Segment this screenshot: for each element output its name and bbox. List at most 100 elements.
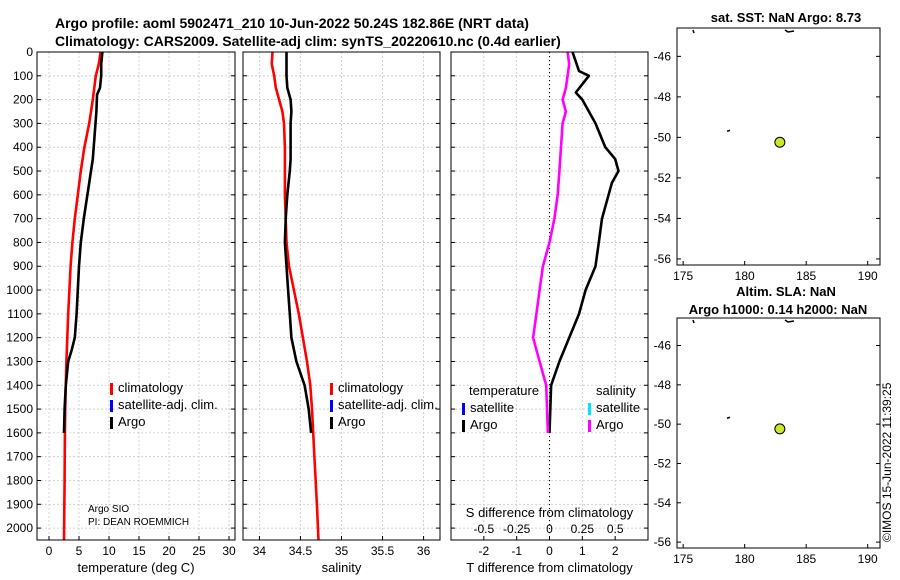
series-line-argo <box>283 52 313 434</box>
y-tick-label: -52 <box>654 171 672 185</box>
x-tick-label: 35 <box>335 544 349 558</box>
legend-label: climatology <box>338 380 404 395</box>
x-tick-label: 10 <box>102 544 116 558</box>
coastline-fragment <box>726 129 731 133</box>
y-tick-label: -56 <box>654 252 672 266</box>
legend-label: satellite-adj. clim. <box>118 397 218 412</box>
y-tick-label: -52 <box>654 456 672 470</box>
y-tick-label: 400 <box>13 140 33 154</box>
legend-swatch <box>588 420 591 432</box>
top-tick-label: -0.25 <box>503 522 531 536</box>
coastline-fragment <box>692 319 695 324</box>
y-tick-label: 0 <box>26 45 33 59</box>
map-sst-panel: sat. SST: NaN Argo: 8.73 -46 -48 -50 -52 -54 -… <box>654 10 881 283</box>
top-axis-label: S difference from climatology <box>466 505 634 520</box>
x-tick-label: 0 <box>46 544 53 558</box>
legend-label: Argo <box>338 414 365 429</box>
coastline-fragment <box>784 319 795 323</box>
y-tick-label: 500 <box>13 164 33 178</box>
legend-swatch <box>110 417 113 429</box>
legend-label: climatology <box>118 380 184 395</box>
salinity-panel: 34 34.5 35 35.5 36 salinity climatology satelli… <box>242 51 441 575</box>
legend-title: salinity <box>596 383 636 398</box>
x-tick-label: 34.5 <box>289 544 313 558</box>
y-tick-label: 1000 <box>6 283 33 297</box>
map-title: Altim. SLA: NaN <box>736 284 836 299</box>
legend-swatch <box>462 420 465 432</box>
legend-swatch <box>462 403 465 415</box>
map-subtitle: Argo h1000: 0.14 h2000: NaN <box>689 302 867 317</box>
top-tick-label: -0.5 <box>473 522 494 536</box>
annotation-text: PI: DEAN ROEMMICH <box>88 517 189 528</box>
y-tick-label: -48 <box>654 378 672 392</box>
y-tick-label: 800 <box>13 235 33 249</box>
top-tick-label: 0 <box>546 522 553 536</box>
legend-swatch <box>110 400 113 412</box>
x-tick-label: 36 <box>417 544 431 558</box>
y-tick-label: 1200 <box>6 331 33 345</box>
y-tick-label: -50 <box>654 130 672 144</box>
legend-swatch <box>330 417 333 429</box>
series-line-s-difference-argo <box>531 51 571 433</box>
x-tick-label: 20 <box>162 544 176 558</box>
x-axis-label: temperature (deg C) <box>77 560 194 575</box>
series-line-t-difference-argo <box>548 51 620 433</box>
x-tick-label: 180 <box>735 552 755 566</box>
map-sla-panel: Altim. SLA: NaN Argo h1000: 0.14 h2000: N… <box>654 284 881 566</box>
y-tick-label: -46 <box>654 339 672 353</box>
y-tick-label: -56 <box>654 535 672 549</box>
temperature-panel: 0 5 10 15 20 25 30 temperature (deg C) 0 100 200 30… <box>6 45 236 575</box>
y-tick-label: 300 <box>13 116 33 130</box>
x-tick-label: 2 <box>612 544 619 558</box>
y-tick-label: 2000 <box>6 521 33 535</box>
legend-title: temperature <box>469 383 539 398</box>
legend-label: satellite-adj. clim. <box>338 397 438 412</box>
y-tick-label: -54 <box>654 496 672 510</box>
map-frame <box>676 27 881 266</box>
x-tick-label: 185 <box>796 269 816 283</box>
differences-panel: -2 -1 0 1 2 T difference from climatology S di… <box>450 51 649 575</box>
x-tick-label: 185 <box>796 552 816 566</box>
series-line-climatology <box>270 51 320 541</box>
y-tick-label: 1100 <box>7 307 33 321</box>
y-tick-label: 100 <box>13 69 33 83</box>
y-tick-label: -46 <box>654 49 672 63</box>
imos-credit: ©IMOS 15-Jun-2022 11:39:25 <box>880 382 894 542</box>
y-tick-label: 900 <box>13 259 33 273</box>
legend-label: satellite <box>470 400 514 415</box>
x-axis-label: salinity <box>322 560 362 575</box>
x-tick-label: 1 <box>579 544 586 558</box>
coastline-fragment <box>784 29 795 33</box>
legend-swatch <box>110 383 113 395</box>
x-tick-label: -1 <box>511 544 522 558</box>
x-tick-label: 34 <box>253 544 267 558</box>
x-tick-label: 30 <box>222 544 236 558</box>
axes-frame <box>36 51 236 541</box>
y-tick-label: 600 <box>13 188 33 202</box>
y-tick-label: 200 <box>13 93 33 107</box>
float-location-marker <box>774 136 786 148</box>
x-tick-label: 35.5 <box>371 544 395 558</box>
coastline-fragment <box>692 29 695 34</box>
top-tick-label: 0.5 <box>607 522 624 536</box>
x-axis-label: T difference from climatology <box>466 560 633 575</box>
y-tick-label: 1800 <box>6 473 33 487</box>
x-tick-label: 5 <box>76 544 83 558</box>
legend-label: Argo <box>470 417 497 432</box>
annotation-text: Argo SIO <box>88 504 129 515</box>
float-location-marker <box>774 423 786 435</box>
x-tick-label: 190 <box>858 552 878 566</box>
header-subtitle: Climatology: CARS2009. Satellite-adj cli… <box>55 33 561 49</box>
x-tick-label: -2 <box>478 544 489 558</box>
x-tick-label: 190 <box>858 269 878 283</box>
coastline-fragment <box>726 416 731 419</box>
map-frame <box>676 317 881 549</box>
x-tick-label: 175 <box>673 269 693 283</box>
x-tick-label: 25 <box>192 544 206 558</box>
y-tick-label: 1400 <box>6 378 33 392</box>
y-tick-label: 1500 <box>6 402 33 416</box>
y-tick-label: -50 <box>654 417 672 431</box>
legend-swatch <box>330 383 333 395</box>
header-title: Argo profile: aoml 5902471_210 10-Jun-20… <box>55 15 529 31</box>
legend-swatch <box>330 400 333 412</box>
